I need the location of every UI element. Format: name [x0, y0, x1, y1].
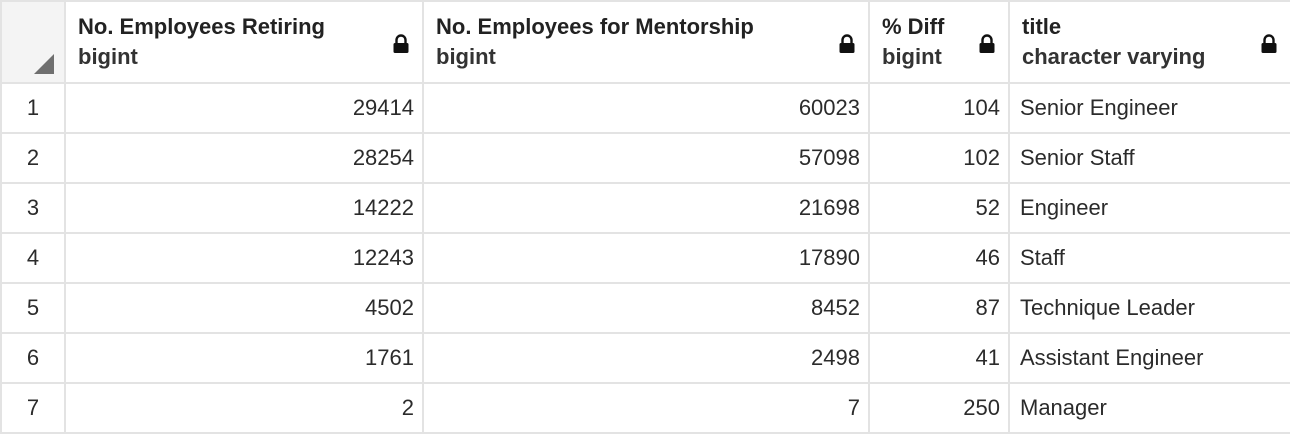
cell-mentorship[interactable]: 8452: [422, 282, 870, 334]
cell-diff[interactable]: 104: [868, 82, 1010, 134]
cell-title[interactable]: Assistant Engineer: [1008, 332, 1290, 384]
corner-triangle-icon: [34, 54, 54, 74]
cell-title[interactable]: Senior Engineer: [1008, 82, 1290, 134]
row-number[interactable]: 3: [0, 182, 66, 234]
cell-mentorship[interactable]: 2498: [422, 332, 870, 384]
column-type: bigint: [436, 44, 496, 69]
cell-diff[interactable]: 102: [868, 132, 1010, 184]
row-number[interactable]: 6: [0, 332, 66, 384]
column-header-mentorship[interactable]: No. Employees for Mentorship bigint: [422, 0, 870, 84]
cell-mentorship[interactable]: 7: [422, 382, 870, 434]
lock-icon: [1261, 34, 1277, 53]
cell-diff[interactable]: 250: [868, 382, 1010, 434]
cell-retiring[interactable]: 1761: [64, 332, 424, 384]
cell-title[interactable]: Manager: [1008, 382, 1290, 434]
lock-icon: [393, 34, 409, 53]
column-header-title[interactable]: title character varying: [1008, 0, 1290, 84]
table-row[interactable]: 3 14222 21698 52 Engineer: [0, 182, 1290, 234]
column-name: No. Employees Retiring: [78, 14, 325, 39]
cell-retiring[interactable]: 12243: [64, 232, 424, 284]
lock-icon: [979, 34, 995, 53]
table-row[interactable]: 5 4502 8452 87 Technique Leader: [0, 282, 1290, 334]
table-row[interactable]: 7 2 7 250 Manager: [0, 382, 1290, 434]
row-number[interactable]: 5: [0, 282, 66, 334]
cell-mentorship[interactable]: 57098: [422, 132, 870, 184]
column-name: title: [1022, 14, 1062, 39]
lock-icon: [839, 34, 855, 53]
column-type: bigint: [78, 44, 138, 69]
select-all-corner[interactable]: [0, 0, 66, 84]
cell-diff[interactable]: 87: [868, 282, 1010, 334]
table-row[interactable]: 4 12243 17890 46 Staff: [0, 232, 1290, 284]
column-header-retiring[interactable]: No. Employees Retiring bigint: [64, 0, 424, 84]
cell-title[interactable]: Staff: [1008, 232, 1290, 284]
column-type: character varying: [1022, 44, 1206, 69]
table-row[interactable]: 6 1761 2498 41 Assistant Engineer: [0, 332, 1290, 384]
cell-title[interactable]: Senior Staff: [1008, 132, 1290, 184]
row-number[interactable]: 2: [0, 132, 66, 184]
cell-title[interactable]: Technique Leader: [1008, 282, 1290, 334]
row-number[interactable]: 7: [0, 382, 66, 434]
cell-diff[interactable]: 41: [868, 332, 1010, 384]
cell-retiring[interactable]: 29414: [64, 82, 424, 134]
cell-diff[interactable]: 52: [868, 182, 1010, 234]
column-header-diff[interactable]: % Diff bigint: [868, 0, 1010, 84]
cell-title[interactable]: Engineer: [1008, 182, 1290, 234]
cell-mentorship[interactable]: 17890: [422, 232, 870, 284]
column-name: % Diff: [882, 14, 945, 39]
column-type: bigint: [882, 44, 942, 69]
cell-retiring[interactable]: 14222: [64, 182, 424, 234]
table-row[interactable]: 1 29414 60023 104 Senior Engineer: [0, 82, 1290, 134]
header-row: No. Employees Retiring bigint No. Employ…: [0, 0, 1290, 84]
cell-mentorship[interactable]: 21698: [422, 182, 870, 234]
table-row[interactable]: 2 28254 57098 102 Senior Staff: [0, 132, 1290, 184]
cell-retiring[interactable]: 2: [64, 382, 424, 434]
row-number[interactable]: 4: [0, 232, 66, 284]
cell-mentorship[interactable]: 60023: [422, 82, 870, 134]
column-name: No. Employees for Mentorship: [436, 14, 754, 39]
cell-diff[interactable]: 46: [868, 232, 1010, 284]
cell-retiring[interactable]: 4502: [64, 282, 424, 334]
row-number[interactable]: 1: [0, 82, 66, 134]
cell-retiring[interactable]: 28254: [64, 132, 424, 184]
